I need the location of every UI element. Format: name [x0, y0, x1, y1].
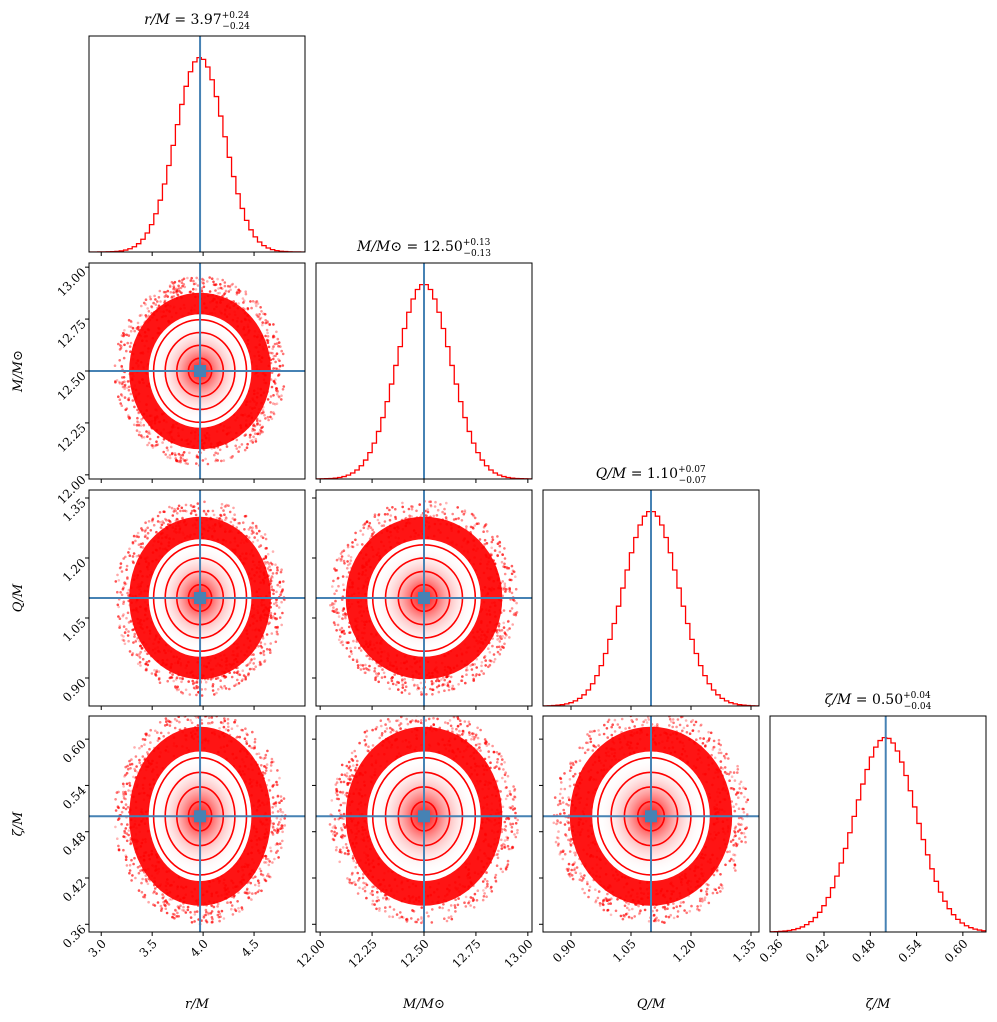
x-tick-label-zeta: 0.60: [942, 937, 971, 966]
panel-frame: [769, 715, 987, 933]
y-tick-label-M: 12.25: [55, 421, 89, 455]
x-tick-label-Q: 1.05: [610, 937, 639, 966]
x-tick-label-M: 13.00: [501, 937, 535, 971]
x-tick-label-Q: 1.35: [730, 937, 759, 966]
panel-Q-r: 0.901.051.201.35: [60, 489, 306, 710]
y-axis-label-M: M/M⊙: [11, 350, 26, 393]
x-axis-label-r: r/M: [185, 997, 210, 1012]
title-Q: Q/M = 1.10+0.07 −0.07: [596, 465, 707, 486]
panel-zeta-zeta: ζ/M = 0.50+0.04 −0.04 0.36 0.42 0.48 0.54 0.60: [757, 691, 987, 966]
y-tick-label-Q: 1.20: [60, 556, 89, 585]
y-tick-label-zeta: 0.36: [60, 922, 89, 951]
panel-Q-Q: Q/M = 1.10+0.07 −0.07: [542, 465, 760, 710]
density-zeta-Q: [543, 716, 759, 932]
panel-zeta-M: 12.00 12.25 12.50 12.75 13.00: [294, 715, 536, 971]
density-M-r: [89, 263, 305, 479]
x-axis-label-zeta: ζ/M: [866, 997, 891, 1012]
x-tick-label-zeta: 0.42: [803, 937, 832, 966]
density-Q-r: [89, 490, 305, 706]
panel-frame: [542, 715, 760, 933]
truth-marker: [645, 810, 657, 823]
panel-r-r: r/M = 3.97+0.24 −0.24: [88, 11, 306, 256]
title-M: M/M⊙ = 12.50+0.13 −0.13: [356, 238, 491, 259]
x-tick-label-r: 3.0: [86, 937, 109, 960]
x-tick-label-zeta: 0.48: [849, 937, 878, 966]
truth-marker: [194, 592, 207, 604]
histogram-zeta: [770, 736, 986, 932]
x-tick-label-M: 12.75: [450, 937, 484, 971]
panel-zeta-Q: 0.90 1.05 1.20 1.35: [539, 715, 760, 966]
truth-marker: [418, 810, 430, 823]
y-axis-label-Q: Q/M: [11, 583, 26, 612]
x-tick-label-zeta: 0.54: [896, 936, 925, 965]
x-tick-label-Q: 1.20: [670, 937, 699, 966]
panel-Q-M: [312, 489, 533, 710]
x-tick-label-r: 4.5: [238, 937, 261, 960]
y-tick-label-zeta: 0.60: [60, 737, 89, 766]
panel-M-M: M/M⊙ = 12.50+0.13 −0.13: [315, 238, 533, 483]
panel-frame: [88, 35, 306, 253]
x-tick-label-M: 12.25: [346, 937, 380, 971]
density-Q-M: [316, 490, 532, 706]
y-tick-label-M: 12.50: [55, 369, 89, 403]
panel-frame: [542, 489, 760, 707]
y-tick-label-Q: 1.05: [60, 616, 89, 645]
histogram-r: [89, 56, 305, 252]
title-zeta: ζ/M = 0.50+0.04 −0.04: [825, 691, 932, 712]
density-zeta-M: [316, 716, 532, 932]
x-tick-label-zeta: 0.36: [757, 937, 786, 966]
truth-marker: [418, 592, 430, 604]
title-r: r/M = 3.97+0.24 −0.24: [144, 11, 250, 32]
y-axis-label-zeta: ζ/M: [11, 811, 26, 836]
x-tick-label-Q: 0.90: [550, 937, 579, 966]
y-tick-label-zeta: 0.54: [60, 783, 89, 812]
y-tick-label-M: 12.75: [55, 317, 89, 351]
y-tick-label-zeta: 0.42: [60, 876, 89, 905]
y-tick-label-Q: 0.90: [60, 676, 89, 705]
x-axis-label-M: M/M⊙: [402, 997, 445, 1012]
x-tick-label-r: 3.5: [137, 937, 160, 960]
x-tick-label-r: 4.0: [187, 937, 210, 960]
x-tick-label-M: 12.00: [294, 937, 328, 971]
x-axis-label-Q: Q/M: [637, 997, 666, 1012]
y-tick-label-zeta: 0.48: [60, 830, 89, 859]
y-tick-label-M: 13.00: [55, 265, 89, 299]
truth-marker: [194, 810, 207, 823]
x-tick-label-M: 12.50: [398, 937, 432, 971]
panels-layer: r/M = 3.97+0.24 −0.24 12.00 12.25 12.50 12.75…: [11, 11, 987, 1012]
panel-frame: [88, 715, 306, 933]
density-zeta-r: [89, 716, 305, 932]
panel-zeta-r: 3.0 3.5 4.0 4.5 0.36 0.42 0.48 0.54 0.60: [60, 715, 306, 960]
panel-frame: [88, 489, 306, 707]
truth-marker: [194, 365, 207, 377]
